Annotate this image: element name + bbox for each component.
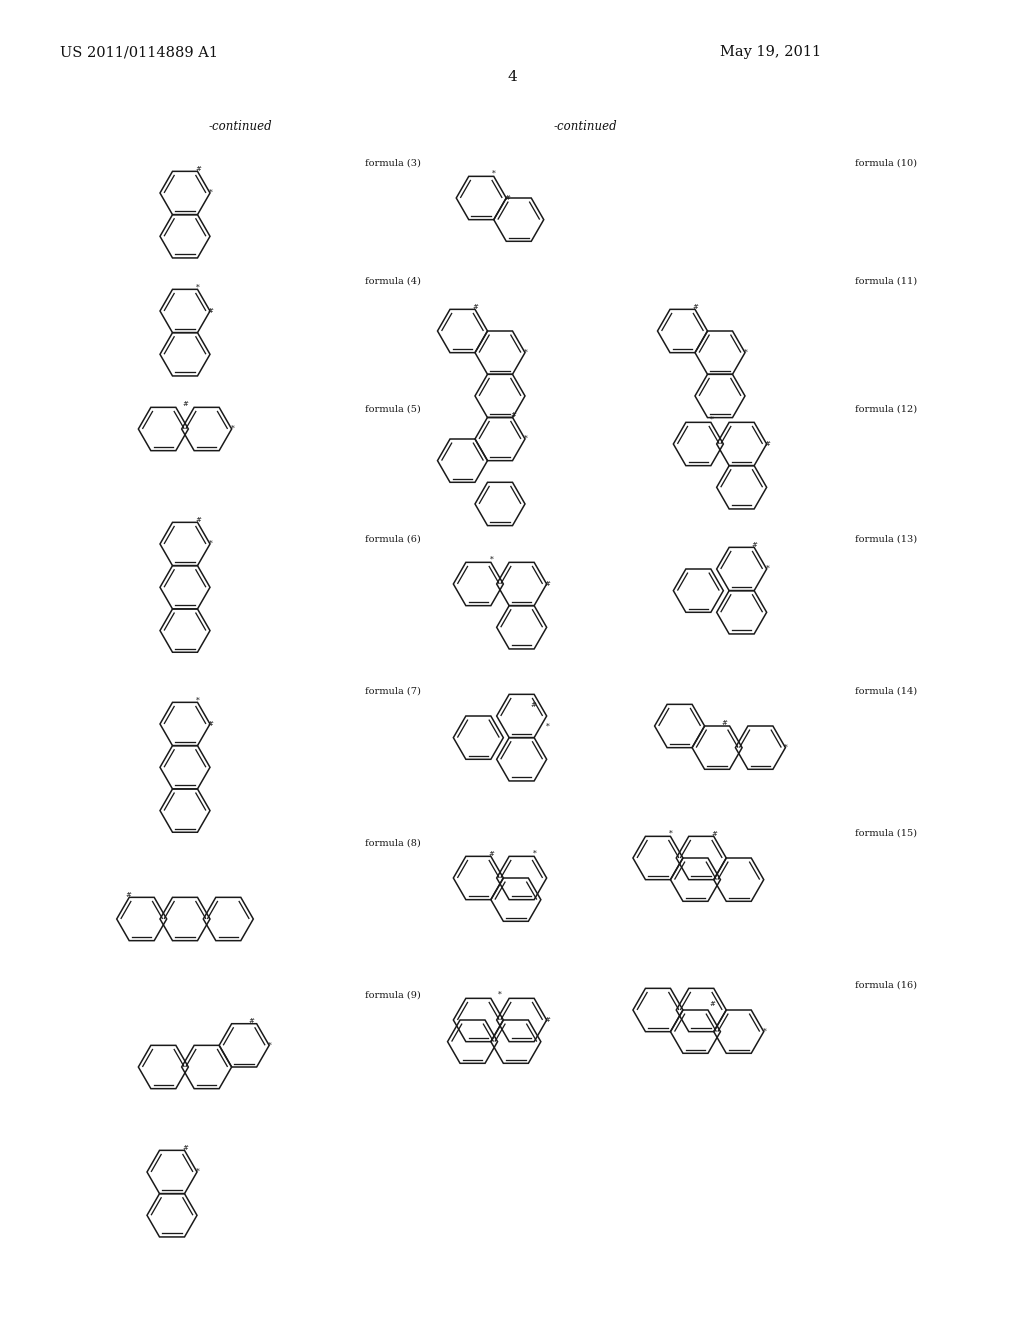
- Text: #: #: [765, 440, 770, 447]
- Text: #: #: [712, 830, 717, 838]
- Text: *: *: [209, 540, 213, 548]
- Text: -continued: -continued: [553, 120, 616, 133]
- Text: #: #: [510, 411, 516, 418]
- Text: *: *: [498, 991, 502, 999]
- Text: *: *: [209, 189, 213, 197]
- Text: -continued: -continued: [208, 120, 271, 133]
- Text: *: *: [710, 416, 714, 424]
- Text: formula (7): formula (7): [365, 686, 421, 696]
- Text: *: *: [524, 348, 527, 356]
- Text: formula (3): formula (3): [365, 158, 421, 168]
- Text: #: #: [504, 194, 510, 202]
- Text: formula (10): formula (10): [855, 158, 918, 168]
- Text: #: #: [182, 1144, 188, 1152]
- Text: #: #: [195, 516, 201, 524]
- Text: *: *: [197, 696, 200, 705]
- Text: *: *: [669, 830, 673, 838]
- Text: #: #: [488, 850, 495, 858]
- Text: *: *: [230, 425, 234, 433]
- Text: formula (14): formula (14): [855, 686, 918, 696]
- Text: #: #: [249, 1016, 255, 1024]
- Text: #: #: [722, 718, 727, 726]
- Text: formula (8): formula (8): [365, 838, 421, 847]
- Text: #: #: [126, 891, 132, 899]
- Text: #: #: [545, 579, 550, 587]
- Text: formula (11): formula (11): [855, 276, 918, 285]
- Text: *: *: [196, 1168, 200, 1176]
- Text: formula (13): formula (13): [855, 535, 918, 544]
- Text: #: #: [195, 165, 201, 173]
- Text: *: *: [743, 348, 748, 356]
- Text: *: *: [546, 723, 549, 731]
- Text: *: *: [268, 1041, 271, 1049]
- Text: formula (12): formula (12): [855, 404, 918, 413]
- Text: formula (5): formula (5): [365, 404, 421, 413]
- Text: formula (4): formula (4): [365, 276, 421, 285]
- Text: formula (9): formula (9): [365, 990, 421, 999]
- Text: #: #: [182, 400, 188, 408]
- Text: *: *: [489, 556, 494, 564]
- Text: US 2011/0114889 A1: US 2011/0114889 A1: [60, 45, 218, 59]
- Text: *: *: [197, 284, 200, 292]
- Text: 4: 4: [507, 70, 517, 84]
- Text: #: #: [752, 541, 758, 549]
- Text: formula (16): formula (16): [855, 981, 918, 990]
- Text: *: *: [532, 850, 537, 858]
- Text: *: *: [766, 565, 769, 573]
- Text: formula (15): formula (15): [855, 829, 918, 837]
- Text: formula (6): formula (6): [365, 535, 421, 544]
- Text: #: #: [472, 302, 478, 310]
- Text: May 19, 2011: May 19, 2011: [720, 45, 821, 59]
- Text: *: *: [763, 1028, 766, 1036]
- Text: *: *: [493, 170, 496, 178]
- Text: *: *: [784, 743, 788, 751]
- Text: #: #: [692, 302, 698, 310]
- Text: *: *: [524, 436, 527, 444]
- Text: #: #: [530, 701, 536, 709]
- Text: #: #: [710, 999, 716, 1007]
- Text: #: #: [545, 1016, 550, 1024]
- Text: #: #: [208, 308, 214, 315]
- Text: #: #: [208, 719, 214, 729]
